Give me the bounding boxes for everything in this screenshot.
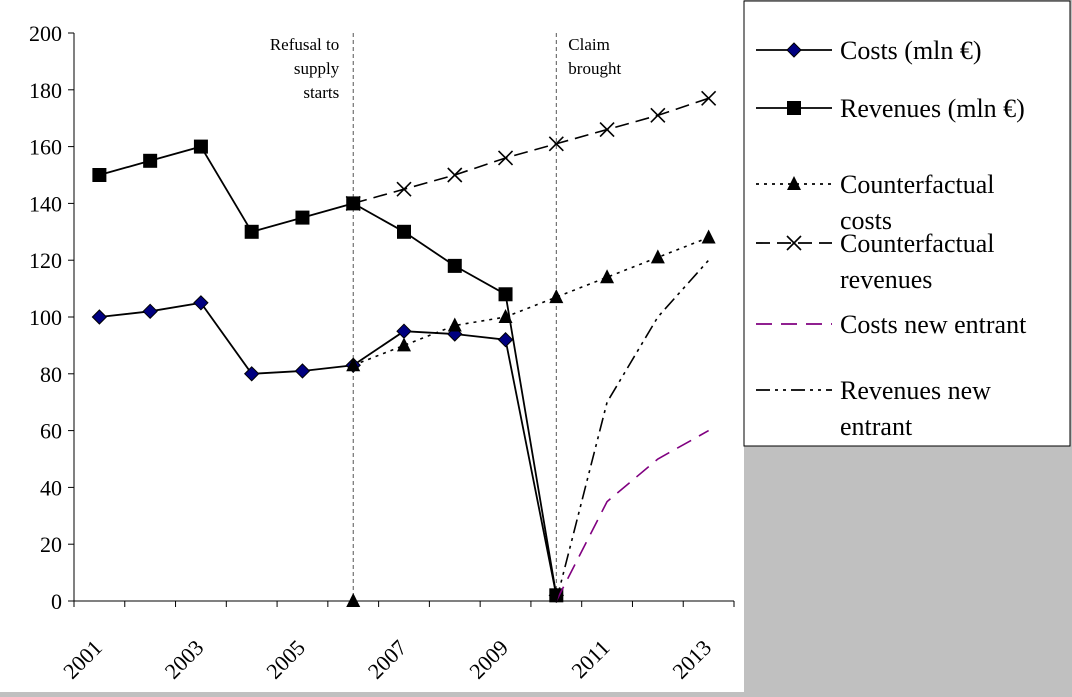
legend-label: costs <box>840 206 892 235</box>
data-point-x <box>396 181 412 197</box>
data-point-triangle <box>346 593 361 607</box>
legend-label: entrant <box>840 412 913 441</box>
data-point-square <box>498 287 513 302</box>
series-line <box>555 429 710 602</box>
data-point-x <box>599 121 615 138</box>
legend-box <box>743 0 1071 447</box>
y-tick-label: 80 <box>40 362 62 387</box>
legend: Costs (mln €) Revenues (mln €) Counterfact… <box>743 0 1071 447</box>
data-point-diamond <box>243 366 260 382</box>
annotation-text: supply <box>294 59 340 78</box>
plot-area <box>0 0 744 692</box>
data-point-x <box>701 90 717 106</box>
data-point-triangle <box>346 357 361 372</box>
data-point-square <box>193 139 208 154</box>
data-point-x <box>447 167 463 183</box>
series-line <box>99 301 558 596</box>
x-mark-stroke <box>599 121 615 138</box>
y-tick-label: 60 <box>40 419 62 444</box>
data-point-x <box>345 195 361 211</box>
data-point-square <box>447 258 462 273</box>
data-point-triangle <box>549 289 564 304</box>
data-point-square <box>244 224 259 239</box>
data-point-diamond <box>91 309 108 325</box>
y-tick-label: 160 <box>29 135 62 160</box>
data-point-square <box>549 588 564 603</box>
data-point-square <box>397 224 411 239</box>
x-mark-stroke <box>345 195 361 211</box>
annotation-text: Refusal to <box>270 35 339 54</box>
series-3 <box>345 90 717 211</box>
data-point-diamond <box>142 303 158 320</box>
data-point-square <box>787 101 801 115</box>
series-2 <box>346 229 716 372</box>
x-mark-stroke <box>548 136 564 152</box>
data-point-diamond <box>294 363 311 379</box>
data-point-x <box>650 107 666 123</box>
data-point-triangle <box>701 229 716 244</box>
y-tick-label: 120 <box>29 248 62 273</box>
legend-label: revenues <box>840 265 932 294</box>
data-point-diamond <box>193 295 209 311</box>
data-point-diamond <box>786 42 802 58</box>
data-point-square <box>295 210 310 225</box>
data-point-square <box>143 153 158 168</box>
data-point-triangle <box>397 337 411 352</box>
annotation-text: brought <box>568 59 621 78</box>
x-mark-stroke <box>497 150 514 166</box>
data-point-x <box>548 136 564 152</box>
y-tick-label: 140 <box>29 191 62 216</box>
legend-label: Costs new entrant <box>840 310 1027 339</box>
legend-label: Revenues new <box>840 376 991 405</box>
x-mark-stroke <box>786 235 802 251</box>
annotation-text: starts <box>303 83 339 102</box>
x-mark-stroke <box>447 167 463 183</box>
data-point-triangle <box>787 176 801 190</box>
series-group <box>91 90 717 607</box>
data-point-x <box>497 150 514 166</box>
y-tick-label: 200 <box>29 21 62 46</box>
y-tick-label: 40 <box>40 475 62 500</box>
data-point-square <box>92 168 107 182</box>
x-mark-stroke <box>396 181 412 197</box>
y-tick-label: 180 <box>29 78 62 103</box>
annotations: Refusal to supply starts Claim brought <box>270 33 621 601</box>
x-mark-stroke <box>650 107 666 123</box>
data-point-triangle <box>600 269 615 284</box>
series-line <box>99 145 558 596</box>
legend-label: Revenues (mln €) <box>840 94 1025 123</box>
legend-label: Counterfactual <box>840 170 995 199</box>
series-line <box>555 259 710 602</box>
series-4 <box>555 429 710 602</box>
data-point-triangle <box>650 249 665 264</box>
legend-label: Costs (mln €) <box>840 36 982 65</box>
y-tick-label: 100 <box>29 305 62 330</box>
data-point-triangle <box>498 309 513 323</box>
x-mark-stroke <box>701 90 717 106</box>
data-point-triangle <box>447 317 462 332</box>
data-point-diamond <box>497 332 514 348</box>
annotation-text: Claim <box>568 35 610 54</box>
y-tick-label: 20 <box>40 532 62 557</box>
legend-label: Counterfactual <box>840 229 995 258</box>
data-point-x <box>786 235 802 251</box>
y-tick-label: 0 <box>51 589 62 614</box>
series-5 <box>555 259 710 602</box>
